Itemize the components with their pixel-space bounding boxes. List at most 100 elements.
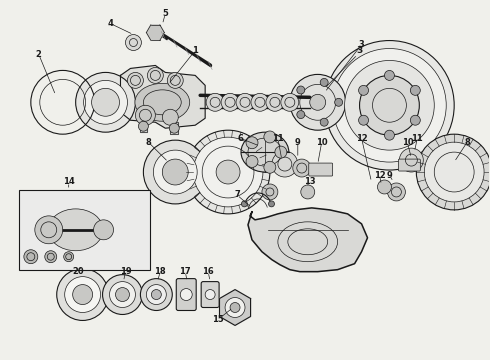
Circle shape xyxy=(147,285,166,305)
Text: 10: 10 xyxy=(316,138,327,147)
Text: 11: 11 xyxy=(272,134,284,143)
Circle shape xyxy=(102,275,143,315)
Circle shape xyxy=(333,49,446,162)
Text: 15: 15 xyxy=(212,315,224,324)
Circle shape xyxy=(127,72,144,88)
Circle shape xyxy=(57,269,108,320)
Circle shape xyxy=(416,134,490,210)
Circle shape xyxy=(45,251,57,263)
Circle shape xyxy=(84,80,127,124)
Circle shape xyxy=(399,148,423,172)
Circle shape xyxy=(167,72,183,88)
Circle shape xyxy=(193,137,263,207)
Circle shape xyxy=(269,201,274,207)
Ellipse shape xyxy=(135,84,190,121)
Text: 7: 7 xyxy=(234,190,240,199)
Circle shape xyxy=(135,105,155,125)
Text: 4: 4 xyxy=(108,19,114,28)
Ellipse shape xyxy=(241,132,289,172)
Text: 19: 19 xyxy=(120,267,131,276)
FancyBboxPatch shape xyxy=(176,279,196,310)
Text: 18: 18 xyxy=(154,267,166,276)
Circle shape xyxy=(246,156,258,167)
Text: 3: 3 xyxy=(359,40,365,49)
Circle shape xyxy=(24,250,38,264)
Text: 12: 12 xyxy=(356,134,368,143)
Circle shape xyxy=(344,60,434,150)
Text: 3: 3 xyxy=(356,46,363,55)
Polygon shape xyxy=(141,120,147,132)
FancyBboxPatch shape xyxy=(398,159,420,171)
Polygon shape xyxy=(220,289,250,325)
Circle shape xyxy=(94,220,114,240)
Circle shape xyxy=(225,298,245,318)
Text: 10: 10 xyxy=(402,138,413,147)
Circle shape xyxy=(206,93,224,111)
Text: 2: 2 xyxy=(36,50,42,59)
Circle shape xyxy=(320,78,328,86)
Circle shape xyxy=(169,123,179,133)
Circle shape xyxy=(275,146,287,158)
Circle shape xyxy=(281,93,299,111)
Circle shape xyxy=(35,216,63,244)
Circle shape xyxy=(310,94,326,110)
Circle shape xyxy=(266,93,284,111)
Circle shape xyxy=(116,288,129,302)
Text: 16: 16 xyxy=(202,267,214,276)
FancyBboxPatch shape xyxy=(19,190,150,270)
Circle shape xyxy=(110,282,135,307)
Circle shape xyxy=(153,150,197,194)
Circle shape xyxy=(162,159,188,185)
Circle shape xyxy=(230,302,240,312)
Circle shape xyxy=(138,121,148,131)
Circle shape xyxy=(377,180,392,194)
Circle shape xyxy=(335,98,343,106)
Circle shape xyxy=(264,131,276,143)
Circle shape xyxy=(162,109,178,125)
Circle shape xyxy=(325,41,454,170)
Circle shape xyxy=(320,118,328,126)
Circle shape xyxy=(125,35,142,50)
Text: 9: 9 xyxy=(295,138,301,147)
Circle shape xyxy=(251,93,269,111)
Circle shape xyxy=(297,111,305,118)
Circle shape xyxy=(360,75,419,135)
Text: 6: 6 xyxy=(237,134,243,143)
Text: 8: 8 xyxy=(146,138,151,147)
Circle shape xyxy=(388,183,405,201)
FancyBboxPatch shape xyxy=(309,163,333,176)
Circle shape xyxy=(385,71,394,80)
Text: 20: 20 xyxy=(73,267,84,276)
Circle shape xyxy=(180,289,192,301)
Circle shape xyxy=(186,130,270,214)
Circle shape xyxy=(264,161,276,173)
Circle shape xyxy=(301,185,315,199)
Circle shape xyxy=(293,159,311,177)
Text: 5: 5 xyxy=(162,9,168,18)
Circle shape xyxy=(262,184,278,200)
Polygon shape xyxy=(171,122,178,134)
Ellipse shape xyxy=(48,209,103,251)
Circle shape xyxy=(359,115,368,125)
Text: 14: 14 xyxy=(63,177,74,186)
Text: 12: 12 xyxy=(373,171,385,180)
Circle shape xyxy=(410,85,420,95)
Circle shape xyxy=(73,285,93,305)
Polygon shape xyxy=(147,25,164,40)
Circle shape xyxy=(246,137,258,149)
Circle shape xyxy=(236,93,254,111)
Text: 17: 17 xyxy=(179,267,191,276)
Text: 8: 8 xyxy=(464,138,470,147)
Text: 11: 11 xyxy=(412,134,423,143)
Circle shape xyxy=(221,93,239,111)
FancyBboxPatch shape xyxy=(201,282,219,307)
Circle shape xyxy=(424,142,484,202)
Circle shape xyxy=(242,201,247,207)
Text: 9: 9 xyxy=(387,171,392,180)
Circle shape xyxy=(92,88,120,116)
Circle shape xyxy=(385,130,394,140)
Circle shape xyxy=(359,85,368,95)
Circle shape xyxy=(272,151,298,177)
Circle shape xyxy=(141,279,172,310)
Circle shape xyxy=(290,75,345,130)
